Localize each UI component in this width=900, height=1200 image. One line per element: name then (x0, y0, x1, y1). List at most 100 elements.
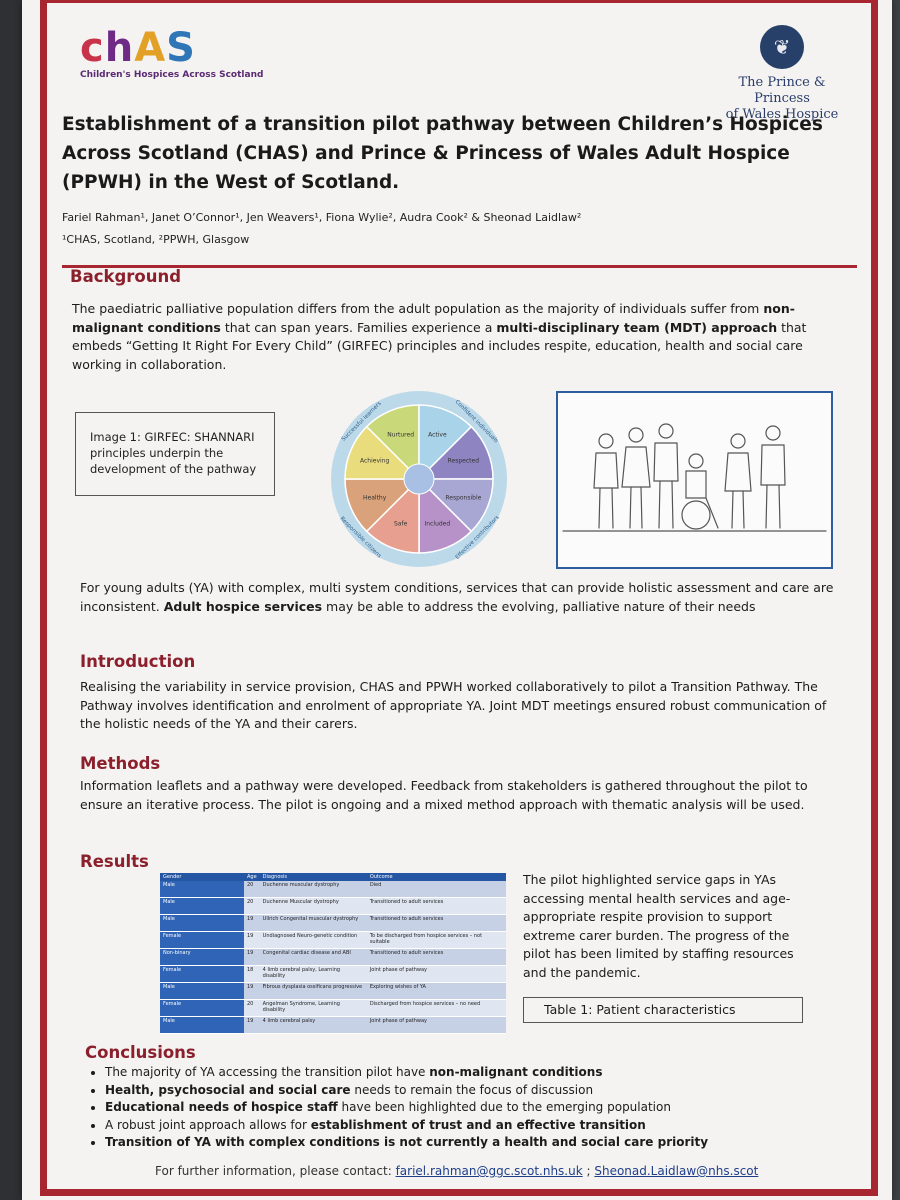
girfec-wheel: Nurtured Active Respected Responsible Includ… (331, 391, 507, 567)
table-row: Male 19 Ullrich Congenital muscular dystro… (160, 914, 506, 932)
image-caption-box: Image 1: GIRFEC: SHANNARI principles und… (75, 412, 275, 496)
table-cell: Transitioned to adult services (366, 914, 506, 932)
table-header-cell: Outcome (366, 873, 506, 881)
table-cell: 4 limb cerebral palsy, Learning disabili… (259, 965, 367, 983)
list-item: The majority of YA accessing the transit… (105, 1064, 845, 1082)
wheel-segment-label: Included (425, 520, 451, 527)
table-row: Male 20 Duchenne Muscular dystrophy Transit… (160, 897, 506, 915)
introduction-heading: Introduction (80, 652, 196, 671)
methods-paragraph: Information leaflets and a pathway were … (80, 778, 808, 812)
table-caption-box: Table 1: Patient characteristics (523, 997, 803, 1023)
table-cell: 20 (244, 999, 260, 1017)
table-cell: Male (160, 1016, 244, 1034)
table-row: Male 20 Duchenne muscular dystrophy Died (160, 881, 506, 898)
background-paragraph: The paediatric palliative population dif… (72, 301, 807, 372)
wheel-segment-label: Active (428, 432, 447, 439)
table-row: Female 18 4 limb cerebral palsy, Learning … (160, 965, 506, 983)
wheel-segment-label: Achieving (360, 458, 389, 465)
email-link-2[interactable]: Sheonad.Laidlaw@nhs.scot (594, 1164, 759, 1178)
table-cell: Angelman Syndrome, Learning disability (259, 999, 367, 1017)
table-cell: 4 limb cerebral palsy (259, 1016, 367, 1034)
table-cell: Female (160, 965, 244, 983)
methods-heading: Methods (80, 754, 161, 773)
poster-border (40, 0, 878, 1196)
wheel-center (403, 463, 435, 495)
table-cell: Exploring wishes of YA (366, 982, 506, 1000)
table-row: Male 19 4 limb cerebral palsy Joint phase o… (160, 1016, 506, 1034)
table-cell: Male (160, 982, 244, 1000)
ppw-logo: ❦ The Prince & Princess of Wales Hospice (712, 25, 852, 123)
email-link-1[interactable]: fariel.rahman@ggc.scot.nhs.uk (395, 1164, 583, 1178)
wheel-segment (418, 404, 473, 481)
wheel-segment (365, 404, 420, 481)
table-row: Female 20 Angelman Syndrome, Learning disa… (160, 999, 506, 1017)
list-item: A robust joint approach allows for estab… (105, 1117, 845, 1135)
author-list: Fariel Rahman¹, Janet O’Connor¹, Jen Wea… (62, 211, 582, 224)
background-paragraph-2: For young adults (YA) with complex, mult… (80, 580, 834, 614)
table-cell: 19 (244, 948, 260, 966)
conclusions-heading: Conclusions (85, 1043, 196, 1062)
results-summary: The pilot highlighted service gaps in YA… (523, 872, 794, 980)
results-heading: Results (80, 852, 149, 871)
table-cell: 19 (244, 914, 260, 932)
table-cell: 19 (244, 1016, 260, 1034)
table-cell: Transitioned to adult services (366, 948, 506, 966)
people-line-illustration (562, 423, 827, 532)
table-cell: Non-binary (160, 948, 244, 966)
table-cell: Joint phase of pathway (366, 1016, 506, 1034)
table-cell: 18 (244, 965, 260, 983)
wheel-segment (417, 425, 494, 480)
illustration-box (556, 391, 833, 569)
table-row: Non-binary 19 Congenital cardiac disease a… (160, 948, 506, 966)
wheel-segment-label: Respected (448, 458, 480, 465)
table-cell: To be discharged from hospice services –… (366, 931, 506, 949)
wheel-segment (418, 477, 473, 554)
table-header-cell: Gender (160, 873, 244, 881)
table-cell: Undiagnosed Neuro-genetic condition (259, 931, 367, 949)
table-cell: Male (160, 914, 244, 932)
wheel-segment (344, 425, 421, 480)
table-cell: 20 (244, 881, 260, 898)
table-cell: Duchenne muscular dystrophy (259, 881, 367, 898)
ppw-name-line2: of Wales Hospice (725, 107, 839, 122)
introduction-paragraph: Realising the variability in service pro… (80, 679, 827, 731)
table-cell: Discharged from hospice services – no ne… (366, 999, 506, 1017)
table-header-cell: Diagnosis (259, 873, 367, 881)
table-cell: Transitioned to adult services (366, 897, 506, 915)
list-item: Educational needs of hospice staff have … (105, 1099, 845, 1117)
table-cell: Ullrich Congenital muscular dystrophy (259, 914, 367, 932)
table-row: Male 19 Fibrous dysplasia ossificans progr… (160, 982, 506, 1000)
chas-wordmark: chAS (80, 25, 196, 71)
table-cell: Duchenne Muscular dystrophy (259, 897, 367, 915)
wheel-segment (417, 478, 494, 533)
wheel-segment-label: Safe (394, 520, 408, 527)
wheel-segment-label: Healthy (363, 494, 387, 501)
chas-logo: chAS Children's Hospices Across Scotland (80, 25, 264, 80)
table-cell: Congenital cardiac disease and ABI (259, 948, 367, 966)
table-cell: Male (160, 881, 244, 898)
wheel-segment-label: Responsible (445, 494, 481, 501)
table-cell: Male (160, 897, 244, 915)
contact-line: For further information, please contact:… (155, 1164, 759, 1178)
wheel-segment-label: Nurtured (387, 432, 414, 439)
table-header-cell: Age (244, 873, 260, 881)
table-cell: 19 (244, 931, 260, 949)
table-cell: 20 (244, 897, 260, 915)
poster-title: Establishment of a transition pilot path… (62, 114, 823, 193)
title-divider (62, 265, 857, 268)
table-cell: Female (160, 999, 244, 1017)
list-item: Health, psychosocial and social care nee… (105, 1082, 845, 1100)
wheel-segment (344, 478, 421, 533)
chas-subtitle: Children's Hospices Across Scotland (80, 70, 264, 80)
table-cell: Fibrous dysplasia ossificans progressive (259, 982, 367, 1000)
table-cell: Died (366, 881, 506, 898)
list-item: Transition of YA with complex conditions… (105, 1134, 845, 1152)
wheel-segment (365, 477, 420, 554)
table-row: Female 19 Undiagnosed Neuro-genetic condit… (160, 931, 506, 949)
ppw-name-line1: The Prince & Princess (738, 75, 826, 106)
table-cell: 19 (244, 982, 260, 1000)
feathers-crest-icon: ❦ (760, 25, 804, 69)
patient-characteristics-table: Gender Age Diagnosis Outcome Male 20 Duchenne… (160, 873, 506, 1034)
background-heading: Background (70, 267, 182, 286)
table-cell: Joint phase of pathway (366, 965, 506, 983)
